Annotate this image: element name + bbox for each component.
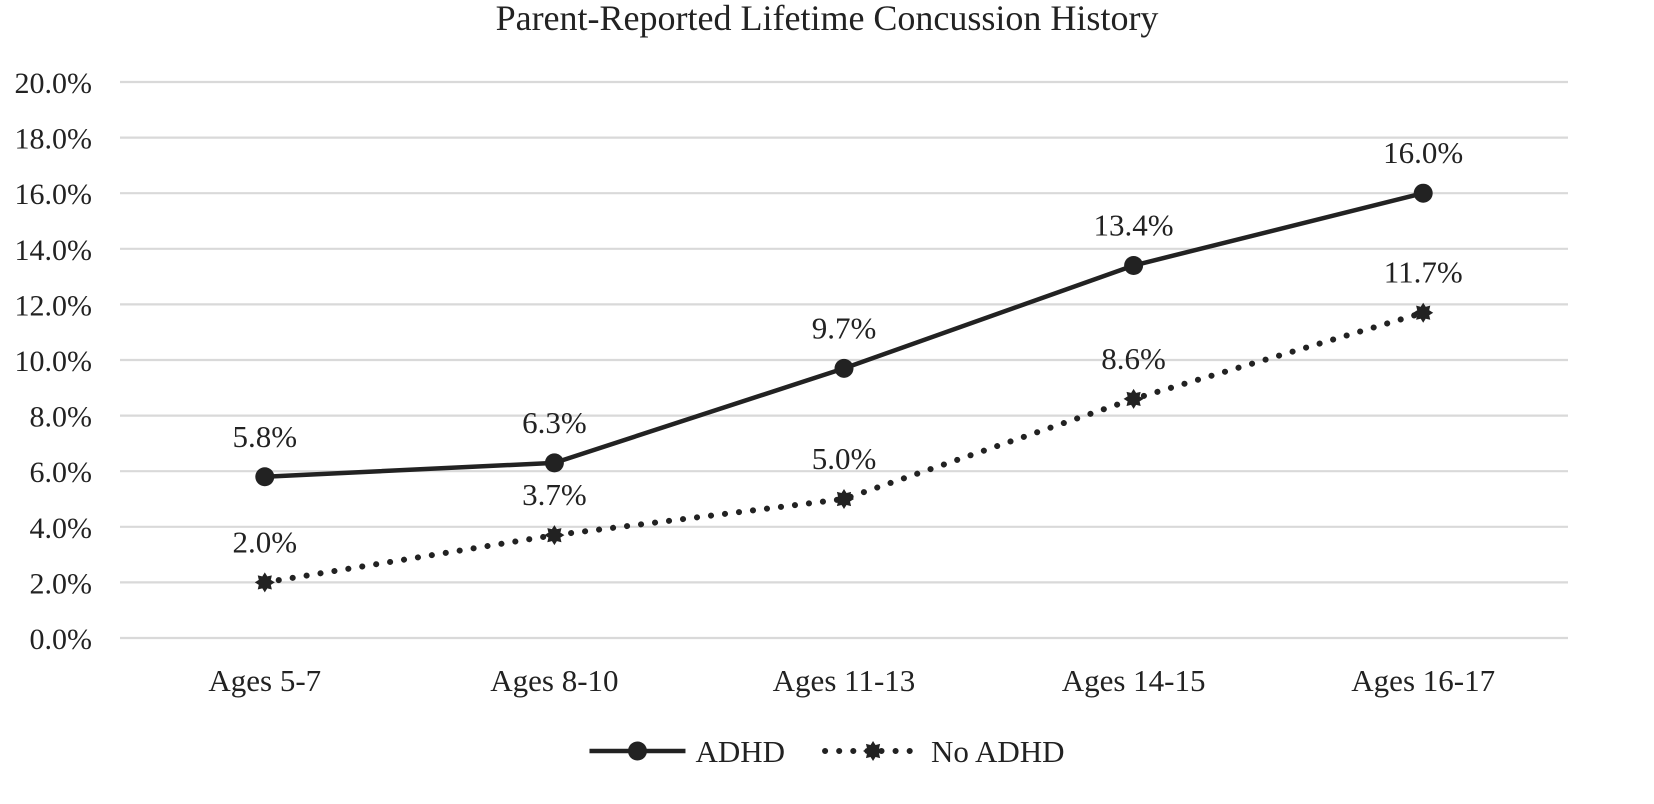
y-tick-label: 16.0%: [15, 178, 93, 211]
series-line-no-adhd: [261, 309, 1427, 586]
y-tick-label: 12.0%: [15, 289, 93, 322]
data-point: [1123, 388, 1144, 409]
series-lines: [261, 191, 1427, 586]
data-point: [834, 358, 854, 378]
y-tick-label: 2.0%: [30, 567, 93, 600]
data-point: [544, 453, 564, 473]
data-point: [1413, 183, 1433, 203]
legend-marker: [627, 741, 647, 761]
data-label: 11.7%: [1384, 255, 1463, 290]
data-label: 6.3%: [522, 405, 587, 440]
legend-label: No ADHD: [931, 734, 1064, 769]
x-tick-label: Ages 14-15: [1062, 663, 1206, 698]
x-axis-ticks: Ages 5-7 Ages 8-10 Ages 11-13 Ages 14-15 Age…: [208, 663, 1495, 698]
data-label: 2.0%: [233, 524, 298, 559]
data-point: [544, 525, 565, 546]
data-label: 16.0%: [1383, 135, 1463, 170]
legend-label: ADHD: [695, 734, 785, 769]
y-tick-label: 6.0%: [30, 456, 93, 489]
x-tick-label: Ages 8-10: [490, 663, 618, 698]
y-tick-label: 20.0%: [15, 67, 93, 100]
data-point: [254, 572, 275, 593]
chart-title: Parent-Reported Lifetime Concussion Hist…: [496, 0, 1159, 38]
series-markers: [254, 183, 1434, 593]
data-labels: 5.8% 6.3% 9.7% 13.4% 16.0% 2.0% 3.7% 5.0% 8.6% 11…: [233, 135, 1464, 559]
y-tick-label: 18.0%: [15, 123, 93, 156]
x-tick-label: Ages 11-13: [773, 663, 916, 698]
data-label: 3.7%: [522, 477, 587, 512]
x-tick-label: Ages 16-17: [1351, 663, 1495, 698]
y-tick-label: 0.0%: [30, 623, 93, 656]
y-tick-label: 8.0%: [30, 401, 93, 434]
legend-marker: [863, 741, 884, 761]
data-label: 5.0%: [812, 441, 877, 476]
data-label: 13.4%: [1094, 207, 1174, 242]
data-point: [255, 467, 275, 487]
x-tick-label: Ages 5-7: [208, 663, 321, 698]
y-tick-label: 14.0%: [15, 234, 93, 267]
y-axis-ticks: 0.0% 2.0% 4.0% 6.0% 8.0% 10.0% 12.0% 14.0% 16.0%…: [15, 67, 93, 656]
data-label: 8.6%: [1101, 341, 1166, 376]
data-point: [834, 489, 854, 509]
data-label: 5.8%: [233, 419, 298, 454]
y-tick-label: 4.0%: [30, 512, 93, 545]
y-tick-label: 10.0%: [15, 345, 93, 378]
data-point: [1413, 302, 1434, 323]
legend: ADHD No ADHD: [589, 734, 1065, 769]
data-label: 9.7%: [812, 310, 877, 345]
data-point: [1124, 255, 1144, 275]
